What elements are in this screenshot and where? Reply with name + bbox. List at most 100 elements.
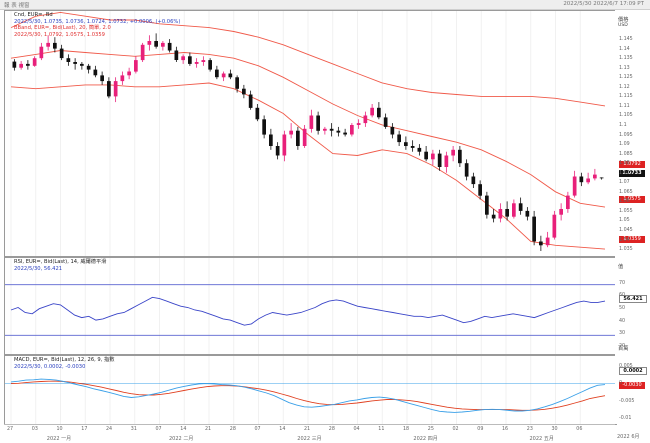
bband-middle-tag: 1.0575	[619, 196, 645, 203]
bear-candle	[73, 62, 77, 64]
time-tick-label: 10	[56, 427, 63, 432]
bull-candle	[201, 60, 206, 62]
time-tick-label: 04	[353, 427, 360, 432]
macd-tick-label: 0.005	[619, 364, 633, 369]
price-tick-label: 1.035	[619, 247, 633, 252]
price-tick-label: 1.045	[619, 227, 633, 233]
bull-candle	[161, 42, 165, 47]
time-tick-label: 07	[155, 427, 162, 432]
bull-candle	[289, 130, 293, 135]
time-month-label: 2022 三月	[297, 436, 322, 442]
bear-candle	[248, 94, 253, 108]
bear-candle	[599, 177, 604, 179]
price-legend-series: Cnd, EUR=, Bd	[14, 12, 53, 18]
macd-axis[interactable]: 0.0002 -0.0030 0.005 0 -0.005 -0.01	[615, 355, 648, 424]
rsi-panel[interactable]: RSI, EUR=, Bid(Last), 14, 威爾德平滑 2022/5/3…	[4, 257, 617, 355]
bear-candle	[296, 130, 300, 146]
bear-candle	[269, 134, 273, 146]
bear-candle	[242, 88, 246, 95]
bear-candle	[26, 63, 30, 66]
bull-candle	[309, 115, 314, 129]
time-month-label: 2022 一月	[46, 436, 72, 442]
time-tick-label: 24	[106, 427, 113, 432]
price-axis[interactable]: 價格 USD 1.0792 1.0733 1.0575 1.0359 1.145…	[615, 10, 648, 257]
bull-candle	[572, 176, 577, 196]
bull-candle	[370, 107, 374, 116]
rsi-legend-values: 2022/5/30, 56.421	[14, 265, 63, 272]
bull-candle	[127, 71, 131, 76]
bear-candle	[167, 42, 172, 51]
price-tick-label: 1.06	[619, 199, 630, 205]
price-panel[interactable]: Cnd, EUR=, Bd 2022/5/30, 1.0735, 1.0736,…	[4, 10, 617, 257]
bear-candle	[458, 149, 462, 164]
bear-candle	[417, 147, 422, 152]
rsi-axis[interactable]: 值 56.421 百萬 70 60 50 40 30 20	[615, 257, 648, 355]
bear-candle	[100, 75, 104, 82]
macd-tick-label: -0.005	[619, 398, 635, 404]
bear-candle	[66, 58, 71, 62]
rsi-chart[interactable]	[5, 258, 616, 354]
bear-candle	[539, 241, 543, 246]
macd-tick-label: -0.01	[619, 416, 632, 421]
time-axis-corner-label: 2022 6月	[617, 434, 640, 440]
bear-candle	[53, 42, 57, 49]
bear-candle	[377, 107, 381, 118]
price-tick-label: 1.135	[619, 56, 633, 62]
bband-upper-line	[10, 11, 606, 107]
bull-candle	[545, 237, 550, 246]
price-tick-label: 1.065	[619, 189, 633, 195]
last-price-tag: 1.0733	[619, 170, 645, 177]
bear-candle	[174, 50, 179, 60]
bband-legend-values: 2022/5/30, 1.0792, 1.0575, 1.0359	[14, 31, 105, 38]
bull-candle	[140, 44, 145, 61]
bull-candle	[566, 195, 570, 209]
macd-legend-values: 2022/5/30, 0.0002, -0.0030	[14, 363, 86, 370]
bear-candle	[404, 142, 408, 146]
bear-candle	[518, 203, 523, 211]
price-legend: Cnd, EUR=, Bd 2022/5/30, 1.0735, 1.0736,…	[14, 12, 180, 38]
bear-candle	[343, 132, 347, 135]
price-tick-label: 1.125	[619, 75, 633, 81]
bear-candle	[485, 195, 489, 215]
bear-candle	[437, 153, 442, 167]
bear-candle	[228, 73, 233, 78]
rsi-legend: RSI, EUR=, Bid(Last), 14, 威爾德平滑 2022/5/3…	[14, 259, 106, 272]
bull-candle	[593, 174, 597, 179]
rsi-axis-unit: 值	[618, 264, 624, 270]
bull-candle	[32, 58, 37, 66]
price-tick-label: 1.07	[619, 180, 630, 186]
price-tick-label: 1.05	[619, 218, 630, 224]
bull-candle	[147, 41, 152, 45]
bull-candle	[46, 42, 50, 47]
title-bar-timestamp: 2022/5/30 2022/6/7 17:09 PT	[563, 1, 644, 7]
bull-candle	[431, 153, 435, 160]
price-chart[interactable]	[5, 11, 616, 256]
time-tick-label: 25	[427, 427, 434, 432]
bband-middle-line	[10, 50, 606, 208]
time-month-label: 2022 二月	[169, 436, 194, 442]
price-tick-label: 1.145	[619, 37, 633, 42]
bband-upper-tag: 1.0792	[619, 161, 645, 168]
title-bar-menu[interactable]: 報 表 視窗	[4, 3, 30, 9]
time-tick-label: 14	[180, 427, 187, 432]
macd-panel[interactable]: MACD, EUR=, Bid(Last), 12, 26, 9, 指數 202…	[4, 355, 617, 425]
time-tick-label: 02	[452, 427, 459, 432]
price-tick-label: 1.075	[619, 170, 633, 176]
bull-candle	[512, 203, 516, 217]
bear-candle	[255, 107, 260, 120]
time-axis[interactable]: 27 03 10 17 24 31 07 14 21 28 07 14 21 28 04 11 18 25 02 09…	[4, 424, 615, 443]
bull-candle	[113, 81, 118, 97]
bear-candle	[464, 163, 469, 177]
macd-chart[interactable]	[5, 356, 616, 424]
price-tick-label: 1.08	[619, 161, 630, 167]
bull-candle	[194, 62, 199, 64]
bear-candle	[235, 77, 239, 89]
rsi-legend-series: RSI, EUR=, Bid(Last), 14, 威爾德平滑	[14, 259, 107, 265]
bear-candle	[86, 65, 91, 70]
rsi-value-tag: 56.421	[619, 295, 647, 303]
price-tick-label: 1.12	[619, 84, 630, 90]
macd-signal-line	[10, 380, 606, 411]
bear-candle	[532, 216, 536, 242]
bear-candle	[336, 130, 341, 133]
bear-candle	[188, 56, 192, 64]
